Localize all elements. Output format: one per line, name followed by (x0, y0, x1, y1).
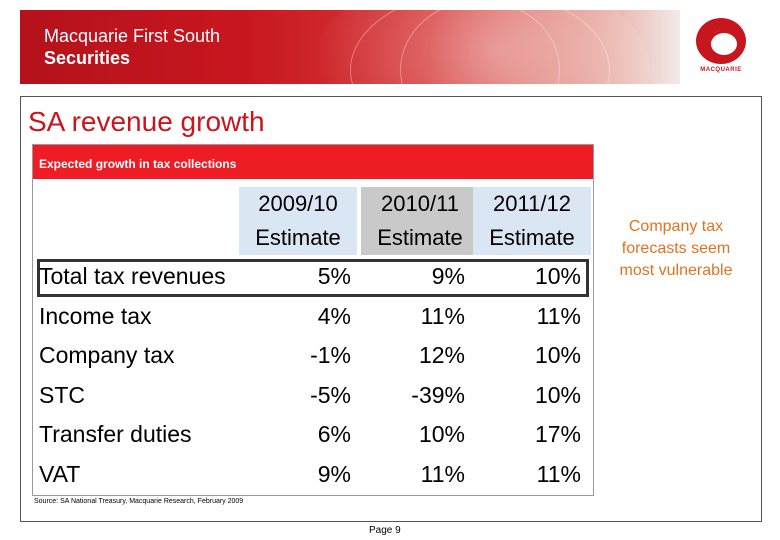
table-cell: 10% (534, 382, 581, 408)
row-label-stc: STC (39, 382, 85, 408)
table-cell: -5% (310, 382, 351, 408)
brand-name: Macquarie First South (44, 26, 221, 46)
panel-title: Expected growth in tax collections (39, 157, 237, 171)
table-cell: 9% (317, 461, 351, 487)
column-label: Estimate (489, 225, 575, 250)
source-note: Source: SA National Treasury, Macquarie … (34, 498, 244, 505)
column-label: Estimate (377, 225, 463, 250)
logo-ring-icon (696, 18, 746, 64)
column-header-2009-10: 2009/10 Estimate (239, 187, 357, 255)
row-label-vat: VAT (39, 461, 81, 487)
slide-title: SA revenue growth (28, 106, 265, 137)
tax-table-panel: Expected growth in tax collections 2009/… (32, 144, 594, 496)
table-cell: 11% (536, 461, 581, 487)
logo-wordmark: MACQUARIE (700, 67, 742, 73)
column-year: 2009/10 (258, 191, 338, 216)
table-cell: 17% (534, 421, 581, 447)
total-row-highlight (37, 259, 589, 297)
column-label: Estimate (255, 225, 341, 250)
table-cell: 10% (418, 421, 465, 447)
row-label-total-tax: Total tax revenues (39, 263, 226, 289)
column-header-2011-12: 2011/12 Estimate (473, 187, 591, 255)
table-cell: 11% (536, 303, 581, 329)
table-cell: 10% (534, 263, 581, 289)
table-cell: 6% (317, 421, 351, 447)
table-cell: 12% (418, 342, 465, 368)
macquarie-logo: MACQUARIE (680, 10, 762, 84)
brand-subtitle: Securities (44, 48, 131, 68)
table-cell: 4% (317, 303, 351, 329)
table-cell: 11% (420, 303, 465, 329)
column-year: 2010/11 (381, 191, 459, 216)
globe-line (400, 10, 560, 84)
header-banner: Macquarie First South Securities MACQUAR… (20, 10, 762, 84)
side-note: Company tax forecasts seem most vulnerab… (619, 218, 733, 279)
row-label-transfer-duties: Transfer duties (39, 421, 192, 447)
table-cell: 5% (317, 263, 351, 289)
row-label-company-tax: Company tax (39, 342, 175, 368)
slide-frame (20, 96, 762, 522)
column-header-2010-11: 2010/11 Estimate (361, 187, 479, 255)
table-cell: 11% (420, 461, 465, 487)
table-cell: 9% (431, 263, 465, 289)
table-cell: -1% (310, 342, 351, 368)
table-cell: -39% (411, 382, 465, 408)
panel-header: Expected growth in tax collections (33, 145, 593, 179)
row-label-income-tax: Income tax (39, 303, 152, 329)
page-number: Page 9 (369, 525, 401, 536)
table-cell: 10% (534, 342, 581, 368)
column-year: 2011/12 (493, 191, 571, 216)
